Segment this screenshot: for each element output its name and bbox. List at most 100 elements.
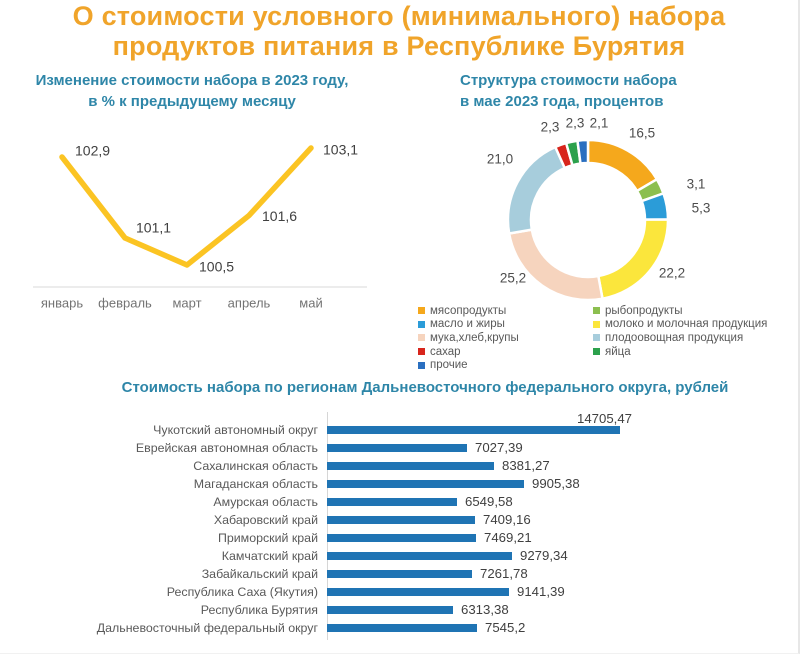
bar	[327, 462, 494, 470]
bar	[327, 624, 477, 632]
bar-axis-line	[327, 412, 328, 640]
donut-chart-title-line1: Структура стоимости набора	[460, 72, 677, 89]
legend-item: прочие	[418, 358, 519, 372]
line-chart: 102,9 101,1 100,5 101,6 103,1 январь февраль ма…	[33, 142, 367, 310]
bar-value-label: 9141,39	[517, 584, 565, 599]
donut-value-label: 2,3	[566, 116, 585, 131]
region-label: Дальневосточный федеральный округ	[96, 621, 318, 635]
donut-value-label: 3,1	[687, 177, 706, 192]
bar-value-label: 9279,34	[520, 548, 568, 563]
donut-value-label: 25,2	[500, 271, 526, 286]
bar	[327, 480, 524, 488]
bar-chart-title: Стоимость набора по регионам Дальневосто…	[121, 379, 729, 396]
donut-slice-5	[506, 145, 566, 235]
bar	[327, 570, 472, 578]
bar-value-label: 6549,58	[465, 494, 513, 509]
legend-column: рыбопродукты молоко и молочная продукция п…	[593, 304, 767, 358]
legend-item: сахар	[418, 345, 519, 359]
page-title-line2: продуктов питания в Республике Бурятия	[112, 31, 686, 61]
month-label: январь	[41, 295, 83, 310]
legend-swatch	[593, 348, 600, 356]
legend-label: рыбопродукты	[605, 304, 683, 317]
line-chart-title: Изменение стоимости набора в 2023 году, …	[8, 70, 376, 112]
bar	[327, 444, 467, 452]
bar-value-label: 8381,27	[502, 458, 550, 473]
donut-value-label: 16,5	[629, 126, 655, 141]
legend-swatch	[418, 307, 425, 315]
legend-swatch	[418, 361, 425, 369]
legend-swatch	[593, 334, 600, 342]
legend-label: прочие	[430, 359, 468, 372]
donut-slice-0	[586, 138, 659, 193]
legend-column: мясопродукты масло и жиры мука,хлеб,крупы с…	[418, 304, 519, 372]
line-value-label: 100,5	[199, 259, 234, 275]
legend-label: мука,хлеб,крупы	[430, 331, 519, 344]
page-title: О стоимости условного (минимального) наб…	[0, 1, 798, 61]
bar-value-label: 9905,38	[532, 476, 580, 491]
region-label: Республика Бурятия	[200, 603, 318, 617]
page-title-line1: О стоимости условного (минимального) наб…	[72, 1, 726, 31]
month-label: май	[299, 295, 322, 310]
line-value-label: 101,6	[262, 208, 297, 224]
bar	[327, 588, 509, 596]
donut-value-label: 21,0	[487, 152, 513, 167]
legend-label: сахар	[430, 345, 461, 358]
bar	[327, 426, 620, 434]
month-label: апрель	[228, 295, 271, 310]
legend-item: мука,хлеб,крупы	[418, 331, 519, 345]
legend-swatch	[593, 307, 600, 315]
donut-legend: мясопродукты масло и жиры мука,хлеб,крупы с…	[418, 304, 796, 378]
region-label: Сахалинская область	[193, 459, 318, 473]
legend-label: масло и жиры	[430, 318, 505, 331]
legend-swatch	[593, 320, 600, 328]
legend-swatch	[418, 320, 425, 328]
month-label: март	[172, 295, 201, 310]
month-label: февраль	[98, 295, 152, 310]
bar-chart: Чукотский автономный округ 14705,47 Еврейс…	[0, 404, 798, 653]
trend-line	[59, 145, 314, 268]
legend-swatch	[418, 334, 425, 342]
bar-value-label: 7545,2	[485, 620, 526, 635]
bar-value-label: 7409,16	[483, 512, 531, 527]
region-label: Магаданская область	[193, 477, 318, 491]
donut-value-label: 2,3	[541, 120, 560, 135]
bar-value-label: 7027,39	[475, 440, 523, 455]
donut-value-label: 22,2	[659, 266, 685, 281]
donut-slice-8	[576, 138, 590, 165]
line-chart-title-line2: в % к предыдущему месяцу	[88, 93, 296, 110]
donut-chart-title-line2: в мае 2023 года, процентов	[460, 93, 664, 110]
legend-label: мясопродукты	[430, 304, 507, 317]
bar	[327, 606, 453, 614]
legend-item: яйца	[593, 345, 767, 359]
bar	[327, 498, 457, 506]
legend-label: яйца	[605, 345, 631, 358]
donut-value-label: 2,1	[590, 116, 609, 131]
legend-item: плодоовощная продукция	[593, 331, 767, 345]
region-label: Камчатский край	[221, 549, 318, 563]
bar-value-label: 7261,78	[480, 566, 528, 581]
donut-chart-title: Структура стоимости набора в мае 2023 го…	[460, 70, 677, 112]
bar	[327, 516, 475, 524]
legend-label: молоко и молочная продукция	[605, 318, 768, 331]
line-value-label: 101,1	[136, 220, 171, 236]
region-label: Еврейская автономная область	[135, 441, 318, 455]
region-label: Республика Саха (Якутия)	[166, 585, 318, 599]
legend-label: плодоовощная продукция	[605, 331, 744, 344]
donut-slice-4	[507, 228, 604, 302]
line-chart-title-line1: Изменение стоимости набора в 2023 году,	[35, 72, 349, 89]
legend-item: рыбопродукты	[593, 304, 767, 318]
legend-item: масло и жиры	[418, 318, 519, 332]
region-label: Приморский край	[217, 531, 318, 545]
region-label: Хабаровский край	[213, 513, 318, 527]
donut-slice-3	[597, 218, 670, 300]
donut-value-label: 5,3	[692, 201, 711, 216]
legend-item: мясопродукты	[418, 304, 519, 318]
line-value-label: 102,9	[75, 143, 110, 159]
legend-item: молоко и молочная продукция	[593, 318, 767, 332]
donut-chart: 16,5 3,1 5,3 22,2 25,2 21,0 2,3 2,3 2,1	[487, 116, 711, 302]
bar-value-label: 6313,38	[461, 602, 509, 617]
bar	[327, 534, 476, 542]
line-value-label: 103,1	[323, 142, 358, 158]
bar-value-label: 14705,47	[577, 411, 633, 426]
